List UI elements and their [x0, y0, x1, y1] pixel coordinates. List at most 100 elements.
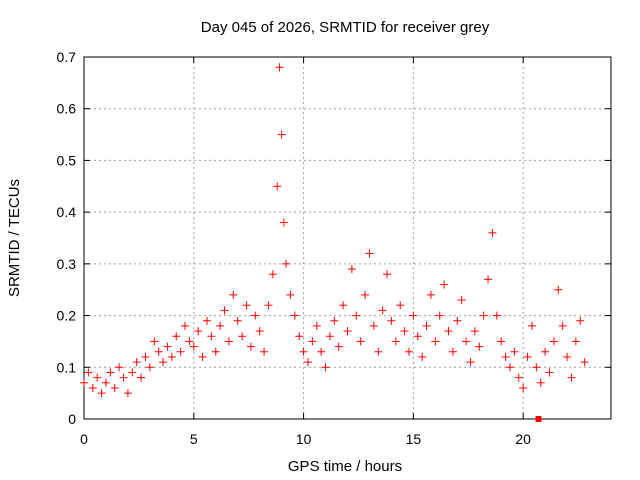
data-point: [391, 337, 400, 346]
data-point: [242, 301, 251, 310]
data-point: [492, 311, 501, 320]
data-point: [189, 342, 198, 351]
data-point: [264, 301, 273, 310]
data-point: [229, 290, 238, 299]
data-point: [167, 352, 176, 361]
data-point: [484, 275, 493, 284]
data-point: [145, 363, 154, 372]
y-tick-label: 0.3: [57, 256, 77, 272]
data-point: [387, 316, 396, 325]
x-ticks: 0 5 10 15 20: [80, 57, 531, 447]
data-points: [80, 63, 589, 422]
data-point: [378, 306, 387, 315]
data-point: [295, 332, 304, 341]
data-point: [312, 321, 321, 330]
data-point: [132, 358, 141, 367]
data-point: [321, 363, 330, 372]
data-point: [545, 368, 554, 377]
data-point: [97, 389, 106, 398]
data-point: [286, 290, 295, 299]
data-point: [457, 296, 466, 305]
data-point: [88, 383, 97, 392]
y-tick-label: 0.2: [57, 308, 77, 324]
data-point: [303, 358, 312, 367]
data-point: [80, 378, 88, 387]
data-point: [202, 316, 211, 325]
data-point: [510, 347, 519, 356]
y-tick-label: 0.5: [57, 152, 77, 168]
data-point: [365, 249, 374, 258]
data-point: [275, 63, 284, 72]
data-point: [159, 358, 168, 367]
x-tick-label: 20: [515, 431, 531, 447]
data-point: [523, 352, 532, 361]
data-point: [514, 373, 523, 382]
data-point: [255, 327, 264, 336]
data-point: [505, 363, 514, 372]
data-point: [431, 337, 440, 346]
data-point: [141, 352, 150, 361]
data-point: [383, 270, 392, 279]
data-point: [571, 337, 580, 346]
plot-frame: [83, 56, 612, 420]
data-point: [369, 321, 378, 330]
data-point: [374, 347, 383, 356]
data-point: [181, 321, 190, 330]
data-point: [479, 311, 488, 320]
data-point: [558, 321, 567, 330]
y-tick-label: 0.7: [57, 49, 77, 65]
data-point: [84, 368, 93, 377]
data-point: [501, 352, 510, 361]
data-point: [580, 358, 589, 367]
data-point: [462, 337, 471, 346]
data-point: [172, 332, 181, 341]
data-point: [396, 301, 405, 310]
x-axis-label: GPS time / hours: [288, 458, 402, 475]
data-point: [567, 373, 576, 382]
data-point: [532, 363, 541, 372]
data-point: [422, 321, 431, 330]
data-point: [334, 342, 343, 351]
data-point: [216, 321, 225, 330]
data-point: [220, 306, 229, 315]
y-tick-label: 0.4: [57, 204, 77, 220]
data-point: [453, 316, 462, 325]
data-point: [413, 332, 422, 341]
data-point: [224, 337, 233, 346]
data-point: [497, 337, 506, 346]
data-point: [185, 337, 194, 346]
data-point: [541, 347, 550, 356]
data-point: [176, 347, 185, 356]
data-point: [330, 316, 339, 325]
data-point: [299, 347, 308, 356]
data-point: [106, 368, 115, 377]
data-point: [549, 337, 558, 346]
data-point: [260, 347, 269, 356]
data-point: [251, 311, 260, 320]
x-tick-label: 10: [296, 431, 312, 447]
data-point: [119, 373, 128, 382]
y-ticks: 0 0.1 0.2 0.3 0.4 0.5 0.6 0.7: [57, 49, 611, 427]
data-point: [519, 383, 528, 392]
data-point: [347, 265, 356, 274]
data-point: [361, 290, 370, 299]
data-point: [211, 347, 220, 356]
data-point: [268, 270, 277, 279]
chart-title: Day 045 of 2026, SRMTID for receiver gre…: [201, 19, 490, 36]
data-point: [246, 342, 255, 351]
data-point: [356, 337, 365, 346]
data-point: [290, 311, 299, 320]
data-point: [404, 347, 413, 356]
data-point: [440, 280, 449, 289]
data-point: [115, 363, 124, 372]
data-point: [470, 327, 479, 336]
x-tick-label: 15: [406, 431, 422, 447]
grid-lines: [84, 57, 611, 419]
data-point: [576, 316, 585, 325]
data-point: [207, 332, 216, 341]
data-point: [563, 352, 572, 361]
data-point: [163, 342, 172, 351]
data-point: [194, 327, 203, 336]
data-point: [277, 130, 286, 139]
